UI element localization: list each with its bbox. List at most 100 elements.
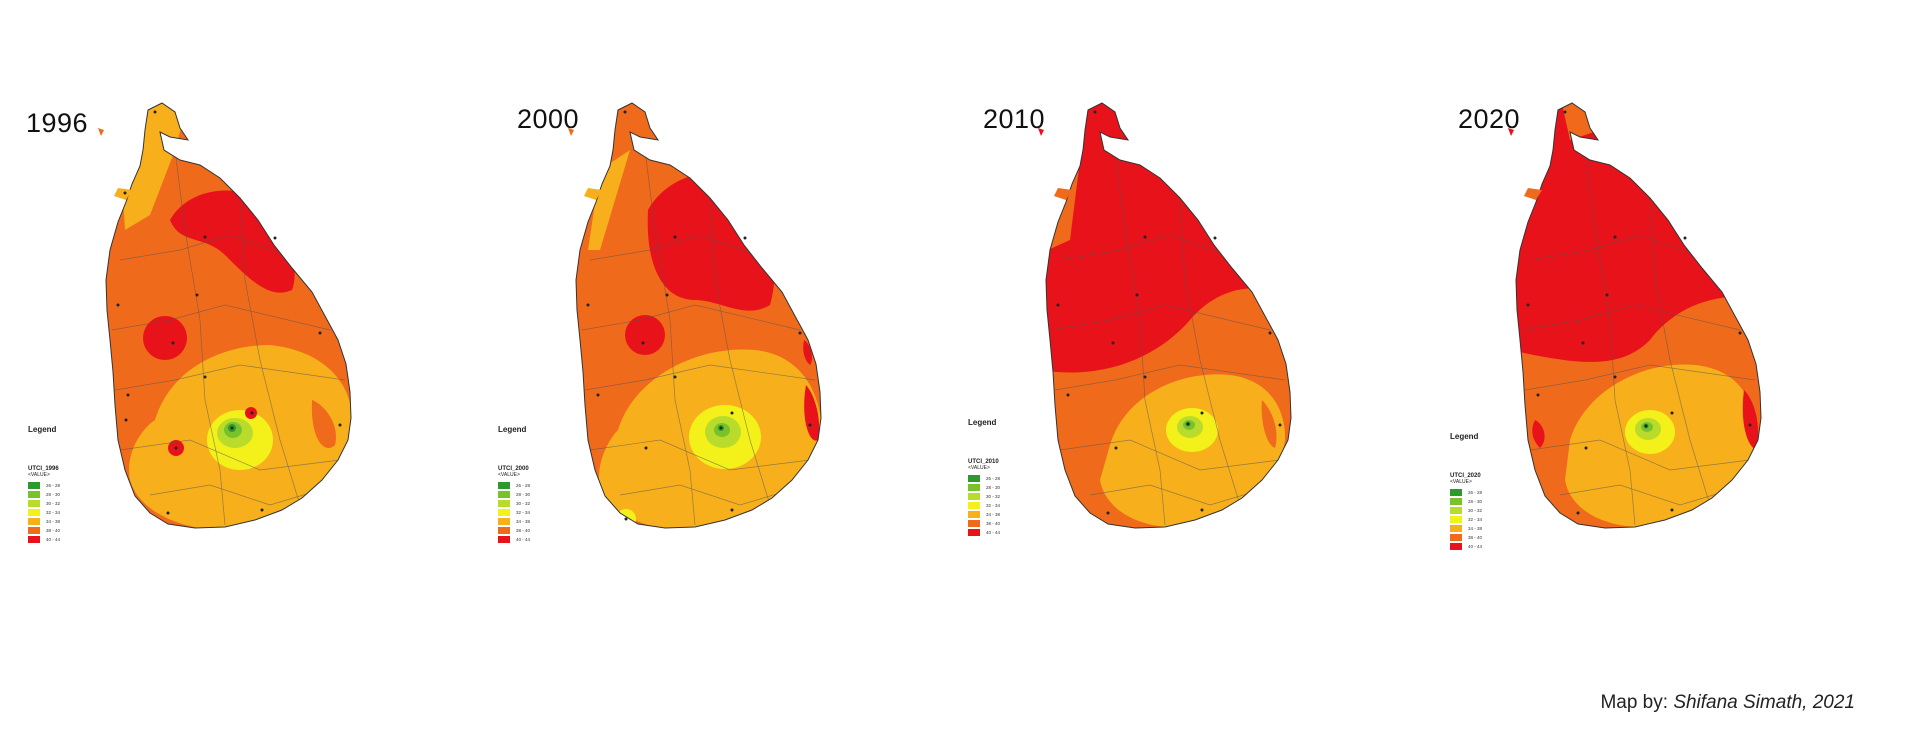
- legend-swatch: [1450, 516, 1462, 523]
- legend-row: 40 - 44: [28, 535, 60, 544]
- legend-row: 30 - 32: [968, 492, 1000, 501]
- legend-row: 40 - 44: [498, 535, 530, 544]
- legend-range: 26 - 28: [516, 483, 531, 488]
- legend-title: Legend: [968, 418, 997, 427]
- legend-title: Legend: [498, 425, 527, 434]
- legend-swatch: [28, 491, 40, 498]
- legend-swatch: [498, 527, 510, 534]
- legend-row: 38 - 40: [968, 519, 1000, 528]
- legend-2010: Legend UTCI_2010 <VALUE> 26 - 28 28 - 30…: [968, 418, 1000, 537]
- legend-value-label: <VALUE>: [1450, 479, 1472, 485]
- legend-swatch: [968, 520, 980, 527]
- legend-swatch: [28, 482, 40, 489]
- legend-swatch: [968, 511, 980, 518]
- legend-swatch: [28, 509, 40, 516]
- legend-title: Legend: [28, 425, 57, 434]
- legend-range: 32 - 34: [46, 510, 61, 515]
- legend-swatch: [28, 536, 40, 543]
- legend-row: 26 - 28: [1450, 488, 1482, 497]
- legend-range: 30 - 32: [1468, 508, 1483, 513]
- legend-row: 28 - 30: [1450, 497, 1482, 506]
- legend-row: 34 - 38: [968, 510, 1000, 519]
- legend-range: 34 - 38: [46, 519, 61, 524]
- legend-row: 28 - 30: [498, 490, 530, 499]
- legend-row: 26 - 28: [498, 481, 530, 490]
- sri-lanka-map-2020: [1508, 102, 1762, 529]
- legend-field-name: UTCI_2020: [1450, 473, 1481, 479]
- legend-range: 34 - 38: [1468, 526, 1483, 531]
- credit-prefix: Map by:: [1600, 692, 1674, 713]
- legend-row: 30 - 32: [1450, 506, 1482, 515]
- legend-swatch: [968, 493, 980, 500]
- legend-title: Legend: [1450, 432, 1479, 441]
- legend-swatch: [498, 536, 510, 543]
- legend-range: 38 - 40: [986, 521, 1001, 526]
- legend-row: 34 - 38: [1450, 524, 1482, 533]
- legend-swatch: [968, 529, 980, 536]
- legend-row: 30 - 32: [498, 499, 530, 508]
- legend-range: 40 - 44: [46, 537, 61, 542]
- legend-value-label: <VALUE>: [968, 465, 990, 471]
- sri-lanka-map-1996: [98, 102, 352, 529]
- legend-swatch: [498, 482, 510, 489]
- legend-range: 30 - 32: [986, 494, 1001, 499]
- legend-row: 32 - 34: [968, 501, 1000, 510]
- legend-range: 40 - 44: [1468, 544, 1483, 549]
- legend-range: 28 - 30: [986, 485, 1001, 490]
- legend-row: 40 - 44: [968, 528, 1000, 537]
- map-year-label: 2010: [983, 104, 1046, 134]
- legend-swatch: [498, 491, 510, 498]
- legend-range: 30 - 32: [516, 501, 531, 506]
- legend-range: 28 - 30: [1468, 499, 1483, 504]
- legend-field-name: UTCI_2000: [498, 466, 529, 472]
- map-credit: Map by: Shifana Simath, 2021: [1600, 692, 1855, 714]
- map-panel-2000: 2000: [470, 0, 950, 730]
- legend-swatch: [1450, 525, 1462, 532]
- legend-range: 26 - 28: [1468, 490, 1483, 495]
- legend-swatch: [498, 518, 510, 525]
- legend-swatch: [1450, 534, 1462, 541]
- legend-swatch: [1450, 498, 1462, 505]
- legend-swatch: [498, 500, 510, 507]
- legend-swatch: [1450, 543, 1462, 550]
- legend-value-label: <VALUE>: [28, 472, 50, 478]
- map-year-label: 2000: [517, 104, 580, 134]
- legend-row: 34 - 38: [498, 517, 530, 526]
- legend-range: 38 - 40: [1468, 535, 1483, 540]
- legend-range: 40 - 44: [986, 530, 1001, 535]
- legend-row: 28 - 30: [968, 483, 1000, 492]
- legend-field-name: UTCI_2010: [968, 459, 999, 465]
- legend-swatch: [498, 509, 510, 516]
- legend-swatch: [28, 527, 40, 534]
- legend-swatch: [968, 475, 980, 482]
- legend-range: 26 - 28: [986, 476, 1001, 481]
- map-year-label: 1996: [26, 108, 89, 138]
- legend-2020: Legend UTCI_2020 <VALUE> 26 - 28 28 - 30…: [1450, 432, 1482, 551]
- map-panel-2020: 2020: [1410, 0, 1890, 730]
- legend-range: 26 - 28: [46, 483, 61, 488]
- legend-row: 40 - 44: [1450, 542, 1482, 551]
- map-panel-1996: 1996: [0, 0, 480, 730]
- legend-row: 30 - 32: [28, 499, 60, 508]
- legend-range: 34 - 38: [516, 519, 531, 524]
- legend-value-label: <VALUE>: [498, 472, 520, 478]
- legend-row: 34 - 38: [28, 517, 60, 526]
- legend-row: 32 - 34: [1450, 515, 1482, 524]
- legend-row: 28 - 30: [28, 490, 60, 499]
- legend-1996: Legend UTCI_1996 <VALUE> 26 - 28 28 - 30…: [28, 425, 60, 544]
- legend-range: 32 - 34: [1468, 517, 1483, 522]
- legend-range: 28 - 30: [516, 492, 531, 497]
- legend-range: 30 - 32: [46, 501, 61, 506]
- legend-row: 38 - 40: [28, 526, 60, 535]
- legend-range: 32 - 34: [986, 503, 1001, 508]
- legend-swatch: [968, 502, 980, 509]
- legend-row: 32 - 34: [498, 508, 530, 517]
- legend-range: 40 - 44: [516, 537, 531, 542]
- map-panel-2010: 2010: [940, 0, 1420, 730]
- legend-row: 38 - 40: [1450, 533, 1482, 542]
- legend-swatch: [1450, 507, 1462, 514]
- legend-row: 32 - 34: [28, 508, 60, 517]
- legend-swatch: [28, 518, 40, 525]
- legend-swatch: [968, 484, 980, 491]
- credit-author: Shifana Simath, 2021: [1673, 692, 1855, 713]
